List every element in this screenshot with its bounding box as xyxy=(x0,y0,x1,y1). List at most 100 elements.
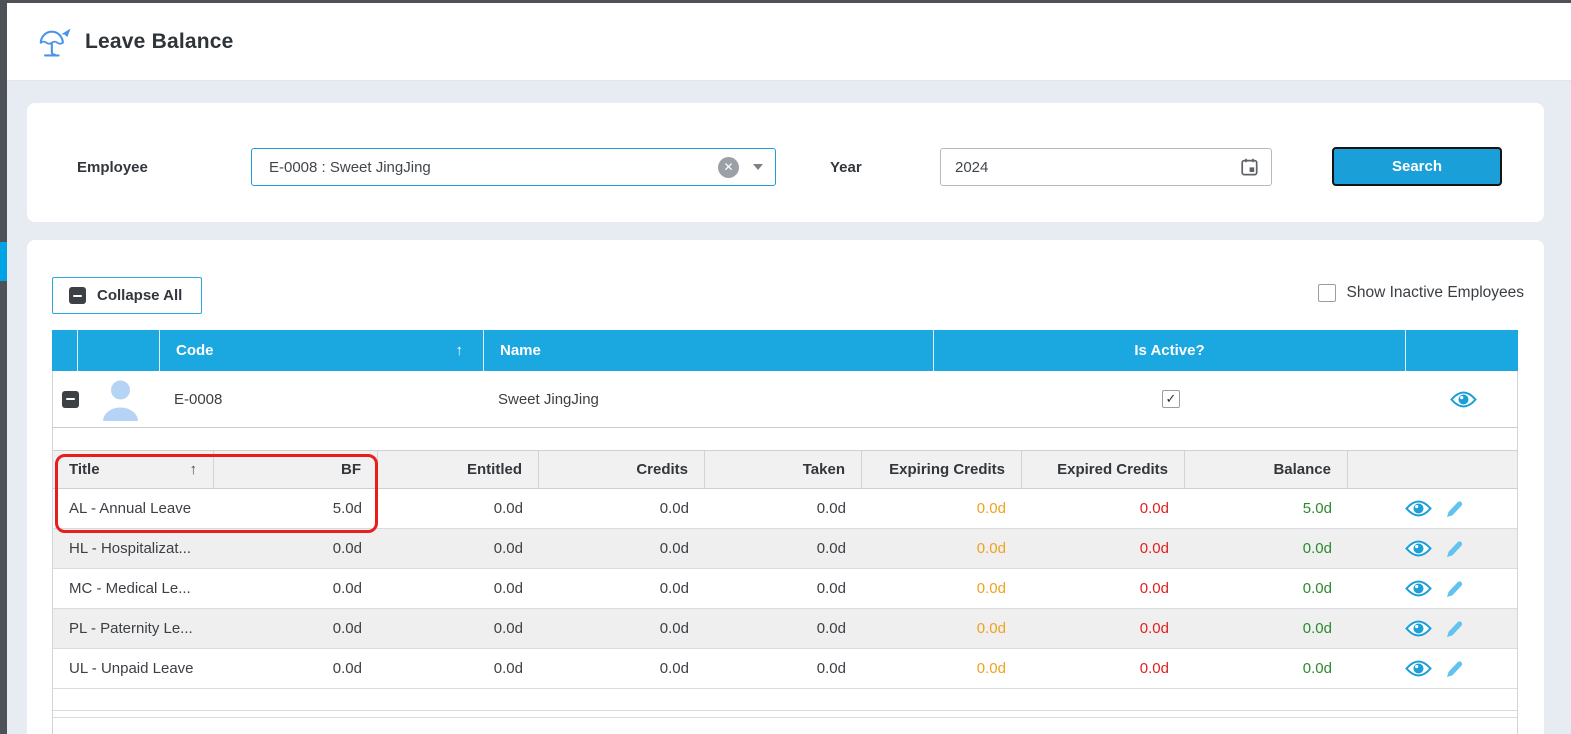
header-cell-balance[interactable]: Balance xyxy=(1185,451,1348,488)
leave-entitled: 0.0d xyxy=(493,620,523,637)
leave-taken: 0.0d xyxy=(816,500,846,517)
show-inactive-label: Show Inactive Employees xyxy=(1346,284,1524,301)
empty-row xyxy=(53,711,1517,718)
leave-bf: 0.0d xyxy=(332,660,362,677)
leave-entitled: 0.0d xyxy=(493,660,523,677)
leave-taken: 0.0d xyxy=(816,620,846,637)
leave-entitled: 0.0d xyxy=(493,580,523,597)
employee-select[interactable]: E-0008 : Sweet JingJing ✕ xyxy=(251,148,776,186)
calendar-icon[interactable] xyxy=(1241,158,1258,176)
year-input[interactable]: 2024 xyxy=(940,148,1272,186)
view-employee-button[interactable] xyxy=(1449,390,1477,409)
collapse-minus-icon xyxy=(69,287,86,304)
empty-row xyxy=(53,689,1517,711)
sort-ascending-icon: ↑ xyxy=(189,461,198,478)
leave-balance-value: 0.0d xyxy=(1302,580,1332,597)
scrollbar-thumb[interactable] xyxy=(0,242,7,281)
row-collapse-icon[interactable] xyxy=(62,390,79,408)
leave-expired: 0.0d xyxy=(1139,540,1169,557)
leave-expired: 0.0d xyxy=(1139,660,1169,677)
show-inactive-checkbox[interactable] xyxy=(1317,284,1336,302)
is-active-checkbox[interactable]: ✓ xyxy=(1162,390,1180,408)
edit-leave-button[interactable] xyxy=(1445,539,1463,558)
leave-title: AL - Annual Leave xyxy=(69,500,192,517)
employee-table-header: Code ↑ Name Is Active? xyxy=(52,330,1518,371)
header-cell-expired-credits[interactable]: Expired Credits xyxy=(1022,451,1185,488)
header-cell-bf[interactable]: BF xyxy=(214,451,378,488)
search-button[interactable]: Search xyxy=(1332,147,1502,186)
chevron-down-icon[interactable] xyxy=(753,164,763,170)
edit-leave-button[interactable] xyxy=(1445,579,1463,598)
pencil-icon xyxy=(1446,581,1462,597)
leave-credits: 0.0d xyxy=(659,620,689,637)
pencil-icon xyxy=(1446,661,1462,677)
header-cell-is-active[interactable]: Is Active? xyxy=(934,330,1406,371)
show-inactive-control: Show Inactive Employees xyxy=(1317,284,1524,302)
view-leave-button[interactable] xyxy=(1404,579,1432,598)
page-title: Leave Balance xyxy=(85,29,234,53)
leave-expired: 0.0d xyxy=(1139,500,1169,517)
leave-row: MC - Medical Le... 0.0d 0.0d 0.0d 0.0d 0… xyxy=(53,569,1517,609)
view-leave-button[interactable] xyxy=(1404,539,1432,558)
leave-row: UL - Unpaid Leave 0.0d 0.0d 0.0d 0.0d 0.… xyxy=(53,649,1517,689)
leave-expiring: 0.0d xyxy=(976,580,1006,597)
year-input-value: 2024 xyxy=(955,158,989,176)
header-cell-expiring-credits[interactable]: Expiring Credits xyxy=(862,451,1022,488)
view-leave-button[interactable] xyxy=(1404,499,1432,518)
employee-row: E-0008 Sweet JingJing ✓ xyxy=(52,371,1518,428)
leave-bf: 5.0d xyxy=(332,500,362,517)
leave-credits: 0.0d xyxy=(659,500,689,517)
leave-balance-table: Title ↑ BF Entitled Credits Taken Expiri… xyxy=(53,450,1517,718)
view-leave-button[interactable] xyxy=(1404,659,1432,678)
window-left-edge xyxy=(0,0,7,734)
leave-row: PL - Paternity Le... 0.0d 0.0d 0.0d 0.0d… xyxy=(53,609,1517,649)
edit-leave-button[interactable] xyxy=(1445,499,1463,518)
leave-credits: 0.0d xyxy=(659,660,689,677)
leave-title: MC - Medical Le... xyxy=(69,580,191,597)
header-cell-name[interactable]: Name xyxy=(484,330,934,371)
page-header: Leave Balance xyxy=(7,3,1571,81)
window-top-edge xyxy=(0,0,1571,3)
header-cell-taken[interactable]: Taken xyxy=(705,451,862,488)
header-cell-code[interactable]: Code ↑ xyxy=(160,330,484,371)
header-cell-title[interactable]: Title ↑ xyxy=(53,451,214,488)
edit-leave-button[interactable] xyxy=(1445,619,1463,638)
leave-bf: 0.0d xyxy=(332,540,362,557)
leave-row: AL - Annual Leave 5.0d 0.0d 0.0d 0.0d 0.… xyxy=(53,489,1517,529)
leave-expiring: 0.0d xyxy=(976,660,1006,677)
employee-code: E-0008 xyxy=(174,390,223,408)
leave-taken: 0.0d xyxy=(816,660,846,677)
leave-bf: 0.0d xyxy=(332,580,362,597)
leave-title: HL - Hospitalizat... xyxy=(69,540,191,557)
leave-expiring: 0.0d xyxy=(976,540,1006,557)
leave-balance-value: 0.0d xyxy=(1302,540,1332,557)
leave-row: HL - Hospitalizat... 0.0d 0.0d 0.0d 0.0d… xyxy=(53,529,1517,569)
header-cell-entitled[interactable]: Entitled xyxy=(378,451,539,488)
employee-name: Sweet JingJing xyxy=(498,390,599,408)
header-cell-avatar xyxy=(78,330,160,371)
edit-leave-button[interactable] xyxy=(1445,659,1463,678)
leave-expired: 0.0d xyxy=(1139,580,1169,597)
leave-expiring: 0.0d xyxy=(976,500,1006,517)
leave-expired: 0.0d xyxy=(1139,620,1169,637)
leave-taken: 0.0d xyxy=(816,580,846,597)
leave-credits: 0.0d xyxy=(659,540,689,557)
eye-icon xyxy=(1404,500,1432,517)
clear-selection-icon[interactable]: ✕ xyxy=(718,156,739,178)
sort-ascending-icon: ↑ xyxy=(455,342,464,359)
eye-icon xyxy=(1404,620,1432,637)
employee-table: Code ↑ Name Is Active? E-0008 Swee xyxy=(52,330,1518,428)
eye-icon xyxy=(1404,660,1432,677)
leave-entitled: 0.0d xyxy=(493,500,523,517)
filter-panel: Employee E-0008 : Sweet JingJing ✕ Year … xyxy=(27,103,1544,222)
employee-detail-section: Title ↑ BF Entitled Credits Taken Expiri… xyxy=(52,428,1518,734)
pencil-icon xyxy=(1446,621,1462,637)
pencil-icon xyxy=(1446,501,1462,517)
header-cell-credits[interactable]: Credits xyxy=(539,451,705,488)
leave-expiring: 0.0d xyxy=(976,620,1006,637)
year-label: Year xyxy=(830,158,862,176)
view-leave-button[interactable] xyxy=(1404,619,1432,638)
leave-title: UL - Unpaid Leave xyxy=(69,660,194,677)
collapse-all-button[interactable]: Collapse All xyxy=(52,277,203,314)
header-cell-row-actions xyxy=(1348,451,1519,488)
